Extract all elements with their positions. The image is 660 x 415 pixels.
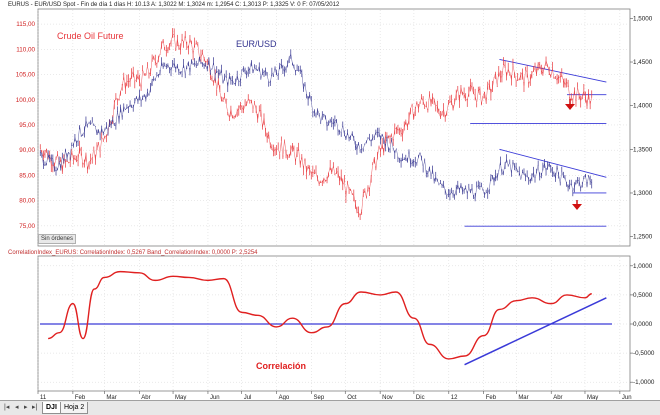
right-tick-label: 1,5000 (633, 15, 653, 22)
left-tick-label: 85,00 (19, 172, 35, 179)
left-tick-label: 80,00 (19, 198, 35, 205)
crude-oil-label: Crude Oil Future (57, 31, 124, 41)
left-tick-label: 75,00 (19, 223, 35, 230)
sheet-tab-bar: |◂ ◂ ▸ ▸| DJI Hoja 2 (0, 400, 660, 415)
corr-tick-label: -0,5000 (633, 350, 655, 357)
right-tick-label: 1,3500 (633, 146, 653, 153)
correlacion-label: Correlación (256, 361, 306, 371)
first-sheet-icon[interactable]: |◂ (4, 403, 9, 411)
right-tick-label: 1,4500 (633, 59, 653, 66)
corr-tick-label: 0,0000 (633, 321, 653, 328)
left-tick-label: 100,00 (16, 97, 36, 104)
prev-sheet-icon[interactable]: ◂ (15, 403, 19, 411)
top-info-text: EURUS - EUR/USD Spot - Fin de día 1 días… (8, 2, 340, 8)
sin-ordenes-badge[interactable]: Sin órdenes (38, 234, 76, 244)
tab-hoja-2[interactable]: Hoja 2 (60, 402, 88, 414)
last-sheet-icon[interactable]: ▸| (32, 403, 37, 411)
bottom-info-text: CorrelationIndex_EURUS: CorrelationIndex… (8, 250, 258, 256)
left-tick-label: 110,00 (16, 46, 35, 53)
left-tick-label: 105,00 (16, 72, 36, 79)
right-tick-label: 1,2500 (633, 234, 653, 241)
right-tick-label: 1,4000 (633, 103, 653, 110)
right-tick-label: 1,3000 (633, 190, 653, 197)
left-axis-ticks: 115,00 110,00 105,00 100,00 95,00 90,00 85,00 8… (16, 21, 36, 230)
corr-tick-label: 0,5000 (633, 292, 653, 299)
left-tick-label: 90,00 (19, 147, 35, 154)
correlation-axis-ticks: 1,0000 0,5000 0,0000 -0,5000 -1,0000 (630, 263, 655, 386)
left-tick-label: 115,00 (16, 21, 35, 28)
price-panel[interactable] (38, 9, 630, 246)
right-axis-ticks: 1,5000 1,4500 1,4000 1,3500 1,3000 1,2500 (630, 15, 653, 240)
corr-tick-label: -1,0000 (633, 379, 655, 386)
next-sheet-icon[interactable]: ▸ (24, 403, 28, 411)
left-tick-label: 95,00 (19, 122, 35, 129)
tab-dji[interactable]: DJI (42, 402, 61, 414)
corr-tick-label: 1,0000 (633, 263, 653, 270)
eurusd-label: EUR/USD (236, 39, 277, 49)
